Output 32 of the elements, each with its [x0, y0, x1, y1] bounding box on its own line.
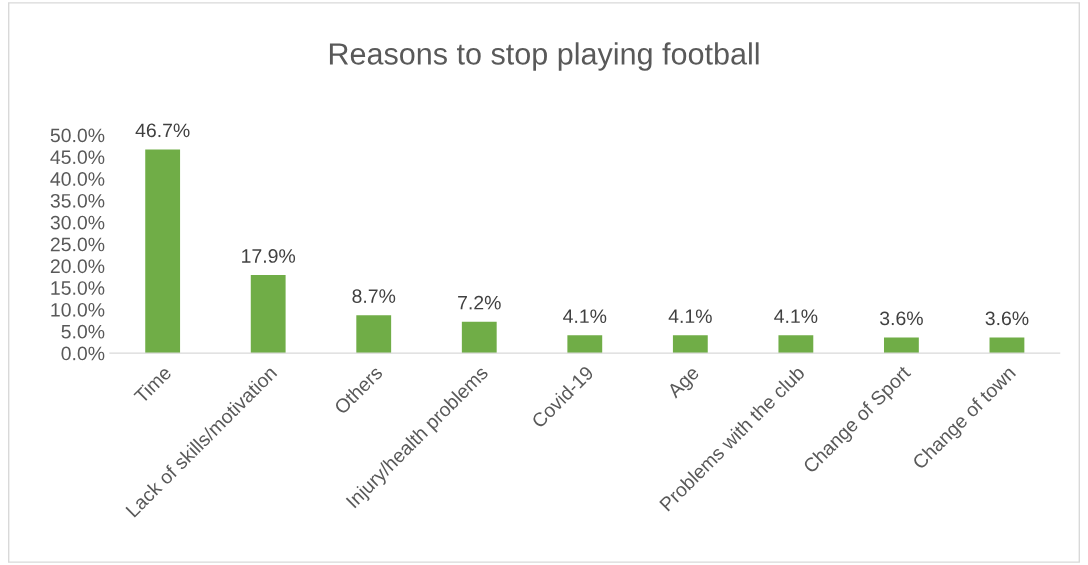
- data-label: 46.7%: [135, 123, 190, 138]
- data-label: 3.6%: [985, 311, 1029, 326]
- data-label: 8.7%: [352, 289, 396, 303]
- data-label: 17.9%: [242, 249, 296, 263]
- bar: [461, 321, 497, 354]
- x-tick-label: Age: [666, 365, 703, 402]
- data-label: 4.1%: [668, 309, 712, 323]
- bar: [567, 335, 603, 354]
- data-label: 7.2%: [458, 295, 501, 310]
- y-tick-label: 0.0%: [61, 346, 105, 361]
- bar: [356, 315, 392, 354]
- y-tick-label: 50.0%: [50, 128, 105, 143]
- data-label: 3.6%: [879, 311, 923, 326]
- y-tick-label: 25.0%: [50, 237, 105, 252]
- bar: [883, 337, 919, 354]
- data-label: 4.1%: [563, 309, 607, 323]
- y-tick-label: 15.0%: [51, 281, 105, 295]
- y-tick-label: 5.0%: [61, 324, 105, 339]
- chart-title: Reasons to stop playing football: [329, 42, 759, 71]
- bar: [778, 335, 814, 354]
- y-tick-label: 10.0%: [51, 302, 105, 317]
- bar: [989, 337, 1025, 354]
- y-tick-label: 35.0%: [50, 193, 105, 208]
- bar: [250, 275, 286, 354]
- bar: [145, 149, 181, 354]
- data-label: 4.1%: [774, 309, 818, 323]
- bar: [672, 335, 708, 354]
- y-tick-label: 30.0%: [50, 215, 105, 230]
- y-tick-label: 20.0%: [50, 259, 105, 274]
- y-tick-label: 40.0%: [50, 172, 105, 186]
- x-tick-label: Time: [132, 364, 173, 405]
- y-tick-label: 45.0%: [50, 150, 105, 165]
